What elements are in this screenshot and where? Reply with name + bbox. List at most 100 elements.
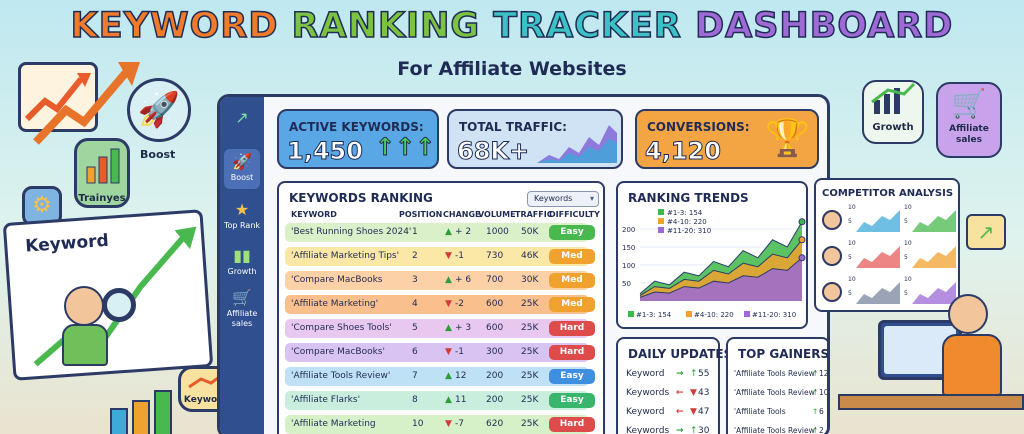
arrow-right-icon: → [676,369,684,379]
list-item[interactable]: Keyword → ↑ 55 [626,369,718,379]
sidebar-item-growth[interactable]: ▮▮ Growth [220,246,264,277]
arrow-down-icon: ▼ [690,407,697,417]
list-item[interactable]: 'Affiliate Tools Review' ↑ 2 [734,426,827,434]
daily-updates-title: DAILY UPDATES [628,347,733,361]
change-cell: -1 [455,347,464,357]
update-label: Keywords [626,388,670,398]
update-value: 55 [698,369,710,379]
col-position[interactable]: POSITION [399,210,443,219]
arrow-left-icon: ← [676,388,684,398]
y-tick-label: 100 [622,262,635,270]
arrow-up-icon: ↑ [812,407,819,416]
gainer-value: 12 [819,369,829,378]
bar-chart-icon: ▮▮ [233,246,251,265]
trend-up-icon: ↗ [977,220,995,244]
update-label: Keyword [626,369,665,379]
sidebar-item-boost[interactable]: 🚀 Boost [224,149,260,189]
list-item[interactable]: Keywords → ↑ 30 [626,426,718,434]
arrow-up-icon: ↑ [812,369,819,378]
sidebar-item-affiliate-sales[interactable]: 🛒 Affiliate sales [220,289,264,329]
traffic-cell: 25K [521,371,539,381]
series-area-3 [640,257,802,301]
trainyes-label: Trainyes [78,193,126,204]
traffic-sparkline [537,125,617,163]
sidebar-item-home[interactable]: ↗ [220,109,264,129]
arrow-right-icon: → [676,426,684,434]
difficulty-badge: Hard [549,417,595,432]
competitor-row[interactable]: 10 5 10 5 [820,204,958,238]
difficulty-badge: Easy [549,225,595,240]
competitor-analysis-panel: COMPETITOR ANALYSIS 10 5 10 5 10 5 10 5 10 5 10 5 [814,178,960,312]
boost-label: Boost [140,148,176,161]
update-value: 47 [698,407,710,417]
arrow-left-icon: ← [676,407,684,417]
list-item[interactable]: 'Affiliate Tools ↑ 6 [734,407,827,416]
keyword-cell: 'Compare Shoes Tools' [291,323,392,333]
volume-cell: 1000 [486,227,509,237]
update-value: 43 [698,388,710,398]
page-title: KEYWORD RANKING TRACKER DASHBOARD [70,5,954,47]
y-tick-label: 50 [622,280,631,288]
update-value: 30 [698,426,710,434]
table-row[interactable]: 'Affiliate Marketing' 4 ▼ -2 600 25K Med [285,295,595,314]
sidebar-item-top-rank[interactable]: ★ Top Rank [220,201,264,231]
tick-label: 5 [904,290,908,297]
person-at-desk [948,294,988,334]
table-row[interactable]: 'Compare MacBooks' 6 ▼ -1 300 25K Hard [285,343,595,362]
col-change[interactable]: CHANGE [443,210,481,219]
traffic-cell: 25K [521,299,539,309]
col-keyword[interactable]: KEYWORD [291,210,337,219]
table-row[interactable]: 'Best Running Shoes 2024' 1 ▲ + 2 1000 50K Eas… [285,223,595,242]
ranking-trends-panel: RANKING TRENDS 200 150 100 50 #1-3: 154 #4-10… [616,181,808,329]
table-row[interactable]: 'Affiliate Flarks' 8 ▲ 11 200 25K Easy [285,391,595,410]
list-item[interactable]: 'Affiliate Tools Review' ↑ 12 [734,369,829,378]
volume-cell: 600 [486,323,504,333]
table-row[interactable]: 'Compare Shoes Tools' 5 ▲ + 3 600 25K Hard [285,319,595,338]
trend-arrow-icon [33,62,140,145]
table-row[interactable]: 'Affiliate Marketing Tips' 2 ▼ -1 730 46K Med [285,247,595,266]
arrow-up-icon: ↑ [812,426,819,434]
col-traffic[interactable]: TRAFFIC [515,210,553,219]
keywords-ranking-panel: KEYWORDS RANKING Keywords ▾ KEYWORD POSI… [277,181,605,434]
col-volume[interactable]: VOLUME [478,210,516,219]
arrow-up-icon: ↑ [690,426,698,434]
series-end-point [798,236,806,244]
tick-label: 5 [848,254,852,261]
table-row[interactable]: 'Compare MacBooks 3 ▲ + 6 700 30K Med [285,271,595,290]
list-item[interactable]: 'Affiliate Tools Review' ↑ 10 [734,388,827,397]
page-subtitle: For Affiliate Websites [397,58,627,80]
tick-label: 10 [904,276,912,283]
legend-swatch [658,209,664,215]
keyword-cell: 'Best Running Shoes 2024' [291,227,412,237]
legend-label: #1-3: 154 [636,311,672,319]
keywords-dropdown[interactable]: Keywords ▾ [527,191,599,207]
conversions-card[interactable]: CONVERSIONS: 4,120 🏆 [635,109,819,169]
position-cell: 4 [412,299,418,309]
tick-label: 5 [904,254,908,261]
change-cell: + 6 [455,275,472,285]
total-traffic-card[interactable]: TOTAL TRAFFIC: 68K+ [447,109,623,169]
tick-label: 5 [848,218,852,225]
position-cell: 2 [412,251,418,261]
active-keywords-card[interactable]: ACTIVE KEYWORDS: 1,450 ↑↑↑ [277,109,439,169]
cart-icon: 🛒 [232,288,252,307]
list-item[interactable]: Keywords ← ▼ 43 [626,388,718,398]
competitor-row[interactable]: 10 5 10 5 [820,240,958,274]
arrow-up-icon: ▲ [445,275,452,285]
y-tick-label: 150 [622,244,635,252]
col-difficulty[interactable]: DIFFICULTY [549,210,600,219]
difficulty-badge: Med [549,273,595,288]
sidebar-item-label: Top Rank [223,221,261,230]
competitor-row[interactable]: 10 5 10 5 [820,276,958,310]
arrow-down-icon: ▼ [445,419,452,429]
position-cell: 10 [412,419,424,429]
legend-label: #11-20: 310 [752,311,796,319]
volume-cell: 730 [486,251,504,261]
table-row[interactable]: 'Affiliate Marketing 10 ▼ -7 620 25K Hard [285,415,595,434]
change-cell: + 3 [455,323,472,333]
table-row[interactable]: 'Affiliate Tools Review' 7 ▲ 12 200 25K Easy [285,367,595,386]
list-item[interactable]: Keyword ← ▼ 47 [626,407,718,417]
trophy-icon: 🏆 [765,118,810,159]
chart-sticky-note: ↗ [966,214,1006,250]
